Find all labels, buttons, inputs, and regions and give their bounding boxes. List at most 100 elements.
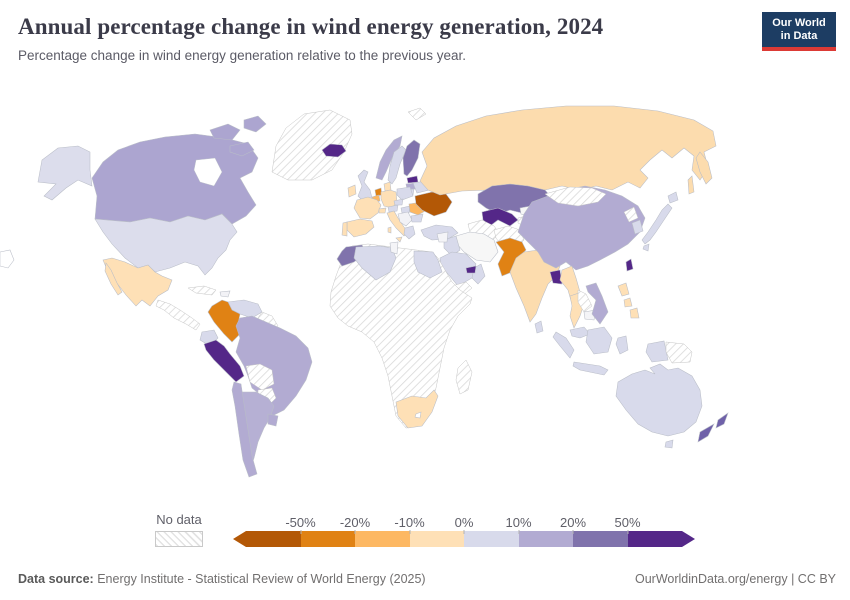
colorbar-tick-label: 50% [614, 515, 641, 530]
country-poland[interactable] [396, 186, 414, 201]
country-switzerland[interactable] [378, 207, 387, 214]
country-south-africa[interactable] [395, 389, 439, 429]
country-spain[interactable] [346, 218, 375, 238]
colorbar-segment[interactable] [355, 531, 410, 547]
country-chile[interactable] [231, 381, 258, 478]
country-brazil[interactable] [235, 315, 313, 417]
country-russia-kamchatka[interactable] [687, 151, 713, 195]
country-hispaniola[interactable] [219, 290, 231, 298]
country-greenland[interactable] [271, 109, 353, 181]
country-uae[interactable] [465, 265, 477, 274]
country-laos[interactable] [577, 289, 593, 313]
colorbar-segment[interactable] [518, 531, 573, 547]
country-algeria[interactable] [353, 245, 397, 281]
country-austria[interactable] [387, 204, 399, 213]
country-australia[interactable] [615, 363, 703, 437]
country-indonesia[interactable] [552, 326, 669, 376]
country-russia-sliver[interactable] [0, 249, 15, 269]
country-philippines[interactable] [617, 282, 640, 319]
country-iceland[interactable] [321, 143, 347, 158]
chart-header: Annual percentage change in wind energy … [18, 14, 740, 63]
colorbar-tick-mark [354, 530, 356, 534]
country-mongolia[interactable] [544, 186, 607, 207]
colorbar-tick-label: -10% [394, 515, 425, 530]
colorbar-segment[interactable] [409, 531, 464, 547]
country-czechia[interactable] [393, 198, 404, 206]
country-egypt[interactable] [413, 250, 443, 279]
colorbar-segment[interactable] [300, 531, 355, 547]
chart-subtitle: Percentage change in wind energy generat… [18, 48, 467, 63]
hudson-bay [193, 157, 223, 187]
colorbar-segment[interactable] [246, 531, 301, 547]
colorbar-segment[interactable] [627, 531, 682, 547]
country-finland[interactable] [402, 139, 421, 177]
map-legend: No data -50% -20% -10% 0% 10% 20% 50% [155, 512, 695, 547]
country-iran[interactable] [455, 231, 499, 263]
colorbar-arrow-left[interactable] [233, 531, 246, 547]
country-lesotho[interactable] [414, 411, 422, 419]
country-norway[interactable] [375, 135, 403, 181]
country-tunisia[interactable] [389, 241, 399, 255]
country-north-korea[interactable] [623, 206, 639, 223]
country-south-korea[interactable] [631, 219, 644, 235]
country-svalbard[interactable] [407, 107, 427, 121]
country-canada-islands[interactable] [209, 115, 267, 157]
country-estonia[interactable] [406, 175, 419, 184]
country-usa[interactable] [94, 213, 238, 276]
country-alaska[interactable] [37, 145, 93, 201]
country-mexico[interactable] [102, 257, 173, 307]
colorbar-tick-mark [463, 530, 465, 534]
colorbar-arrow-right[interactable] [682, 531, 695, 547]
colorbar-tick-mark [572, 530, 574, 534]
country-peru[interactable] [203, 339, 245, 383]
country-hungary[interactable] [400, 205, 411, 214]
country-bulgaria[interactable] [410, 213, 424, 223]
country-vietnam[interactable] [585, 282, 609, 325]
legend-no-data[interactable]: No data [155, 512, 203, 547]
country-new-zealand[interactable] [697, 412, 729, 443]
region-balkans[interactable] [397, 211, 413, 227]
country-sri-lanka[interactable] [534, 320, 544, 334]
country-syria[interactable] [436, 231, 449, 243]
country-uk[interactable] [357, 169, 373, 203]
country-malaysia[interactable] [569, 326, 591, 339]
no-data-swatch[interactable] [155, 531, 203, 547]
country-denmark[interactable] [383, 181, 392, 192]
country-germany[interactable] [380, 189, 398, 209]
owid-logo[interactable]: Our World in Data [762, 12, 836, 51]
country-cuba[interactable] [187, 285, 217, 296]
country-png[interactable] [665, 341, 693, 364]
legend-colorbar-block: -50% -20% -10% 0% 10% 20% 50% [233, 514, 695, 547]
region-central-america[interactable] [155, 299, 201, 331]
country-russia[interactable] [419, 105, 717, 196]
country-mexico-baja[interactable] [104, 262, 123, 296]
no-data-label: No data [156, 512, 202, 527]
data-source-label: Data source: [18, 572, 94, 586]
world-map [0, 95, 850, 515]
colorbar-segments [246, 531, 682, 547]
country-tasmania[interactable] [664, 439, 674, 449]
footer-link[interactable]: OurWorldinData.org/energy | CC BY [634, 572, 836, 586]
colorbar-row [233, 531, 695, 547]
country-ireland[interactable] [347, 184, 357, 198]
colorbar-labels: -50% -20% -10% 0% 10% 20% 50% [246, 514, 682, 534]
country-portugal[interactable] [341, 221, 348, 237]
country-taiwan[interactable] [625, 258, 634, 272]
data-source: Data source: Energy Institute - Statisti… [18, 572, 426, 586]
chart-footer: Data source: Energy Institute - Statisti… [18, 572, 836, 586]
country-bangladesh[interactable] [549, 269, 563, 285]
colorbar-tick-label: 20% [559, 515, 587, 530]
country-turkey[interactable] [420, 224, 459, 241]
colorbar-tick-mark [627, 530, 628, 534]
country-france[interactable] [353, 196, 382, 220]
colorbar-tick-mark [300, 530, 301, 534]
country-madagascar[interactable] [455, 359, 473, 395]
colorbar-segment[interactable] [464, 531, 519, 547]
country-greece[interactable] [403, 225, 416, 240]
country-bolivia[interactable] [245, 363, 275, 391]
country-japan[interactable] [641, 191, 679, 252]
colorbar-segment[interactable] [573, 531, 628, 547]
colorbar-tick-label: 0% [454, 515, 474, 530]
country-uruguay[interactable] [267, 413, 279, 427]
